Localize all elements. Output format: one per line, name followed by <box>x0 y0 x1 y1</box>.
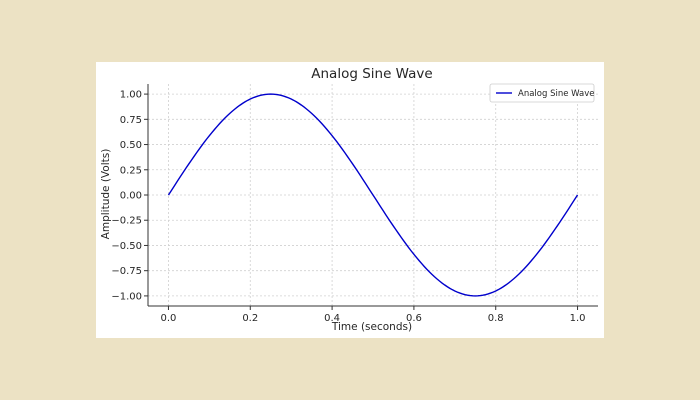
y-tick-label: 0.00 <box>120 191 142 202</box>
chart-title: Analog Sine Wave <box>311 66 432 82</box>
chart-panel: Analog Sine Wave 0.0 0.2 0.4 0.6 0.8 1.0 1.00 0… <box>96 62 604 338</box>
y-tick-label: 1.00 <box>120 90 142 101</box>
x-tick-label: 0.8 <box>488 313 504 324</box>
x-tick-label: 0.6 <box>406 313 422 324</box>
legend-box <box>489 83 595 103</box>
series-layer <box>167 93 579 297</box>
axes <box>144 84 598 310</box>
y-tick-label: −0.25 <box>111 216 142 227</box>
y-tick-label: −0.75 <box>111 266 142 277</box>
y-tick-label: 0.25 <box>120 165 142 176</box>
y-tick-label: 0.75 <box>120 115 142 126</box>
series-line-0 <box>167 93 579 297</box>
sine-wave-chart: Analog Sine Wave 0.0 0.2 0.4 0.6 0.8 1.01.000… <box>100 66 598 333</box>
tick-labels: 0.0 0.2 0.4 0.6 0.8 1.0 1.00 0.75 0.50 0.25 0.00 −0… <box>111 90 585 324</box>
legend-label: Analog Sine Wave <box>518 89 594 99</box>
x-axis-label: Time (seconds) <box>331 321 412 333</box>
legend: Analog Sine Wave <box>489 83 595 103</box>
y-tick-label: 0.50 <box>120 140 142 151</box>
x-tick-label: 0.0 <box>161 313 177 324</box>
y-axis-label: Amplitude (Volts) <box>100 149 112 240</box>
x-tick-label: 0.4 <box>324 313 340 324</box>
y-tick-label: −1.00 <box>111 291 142 302</box>
y-tick-label: −0.50 <box>111 241 142 252</box>
x-tick-label: 1.0 <box>570 313 586 324</box>
x-tick-label: 0.2 <box>242 313 258 324</box>
